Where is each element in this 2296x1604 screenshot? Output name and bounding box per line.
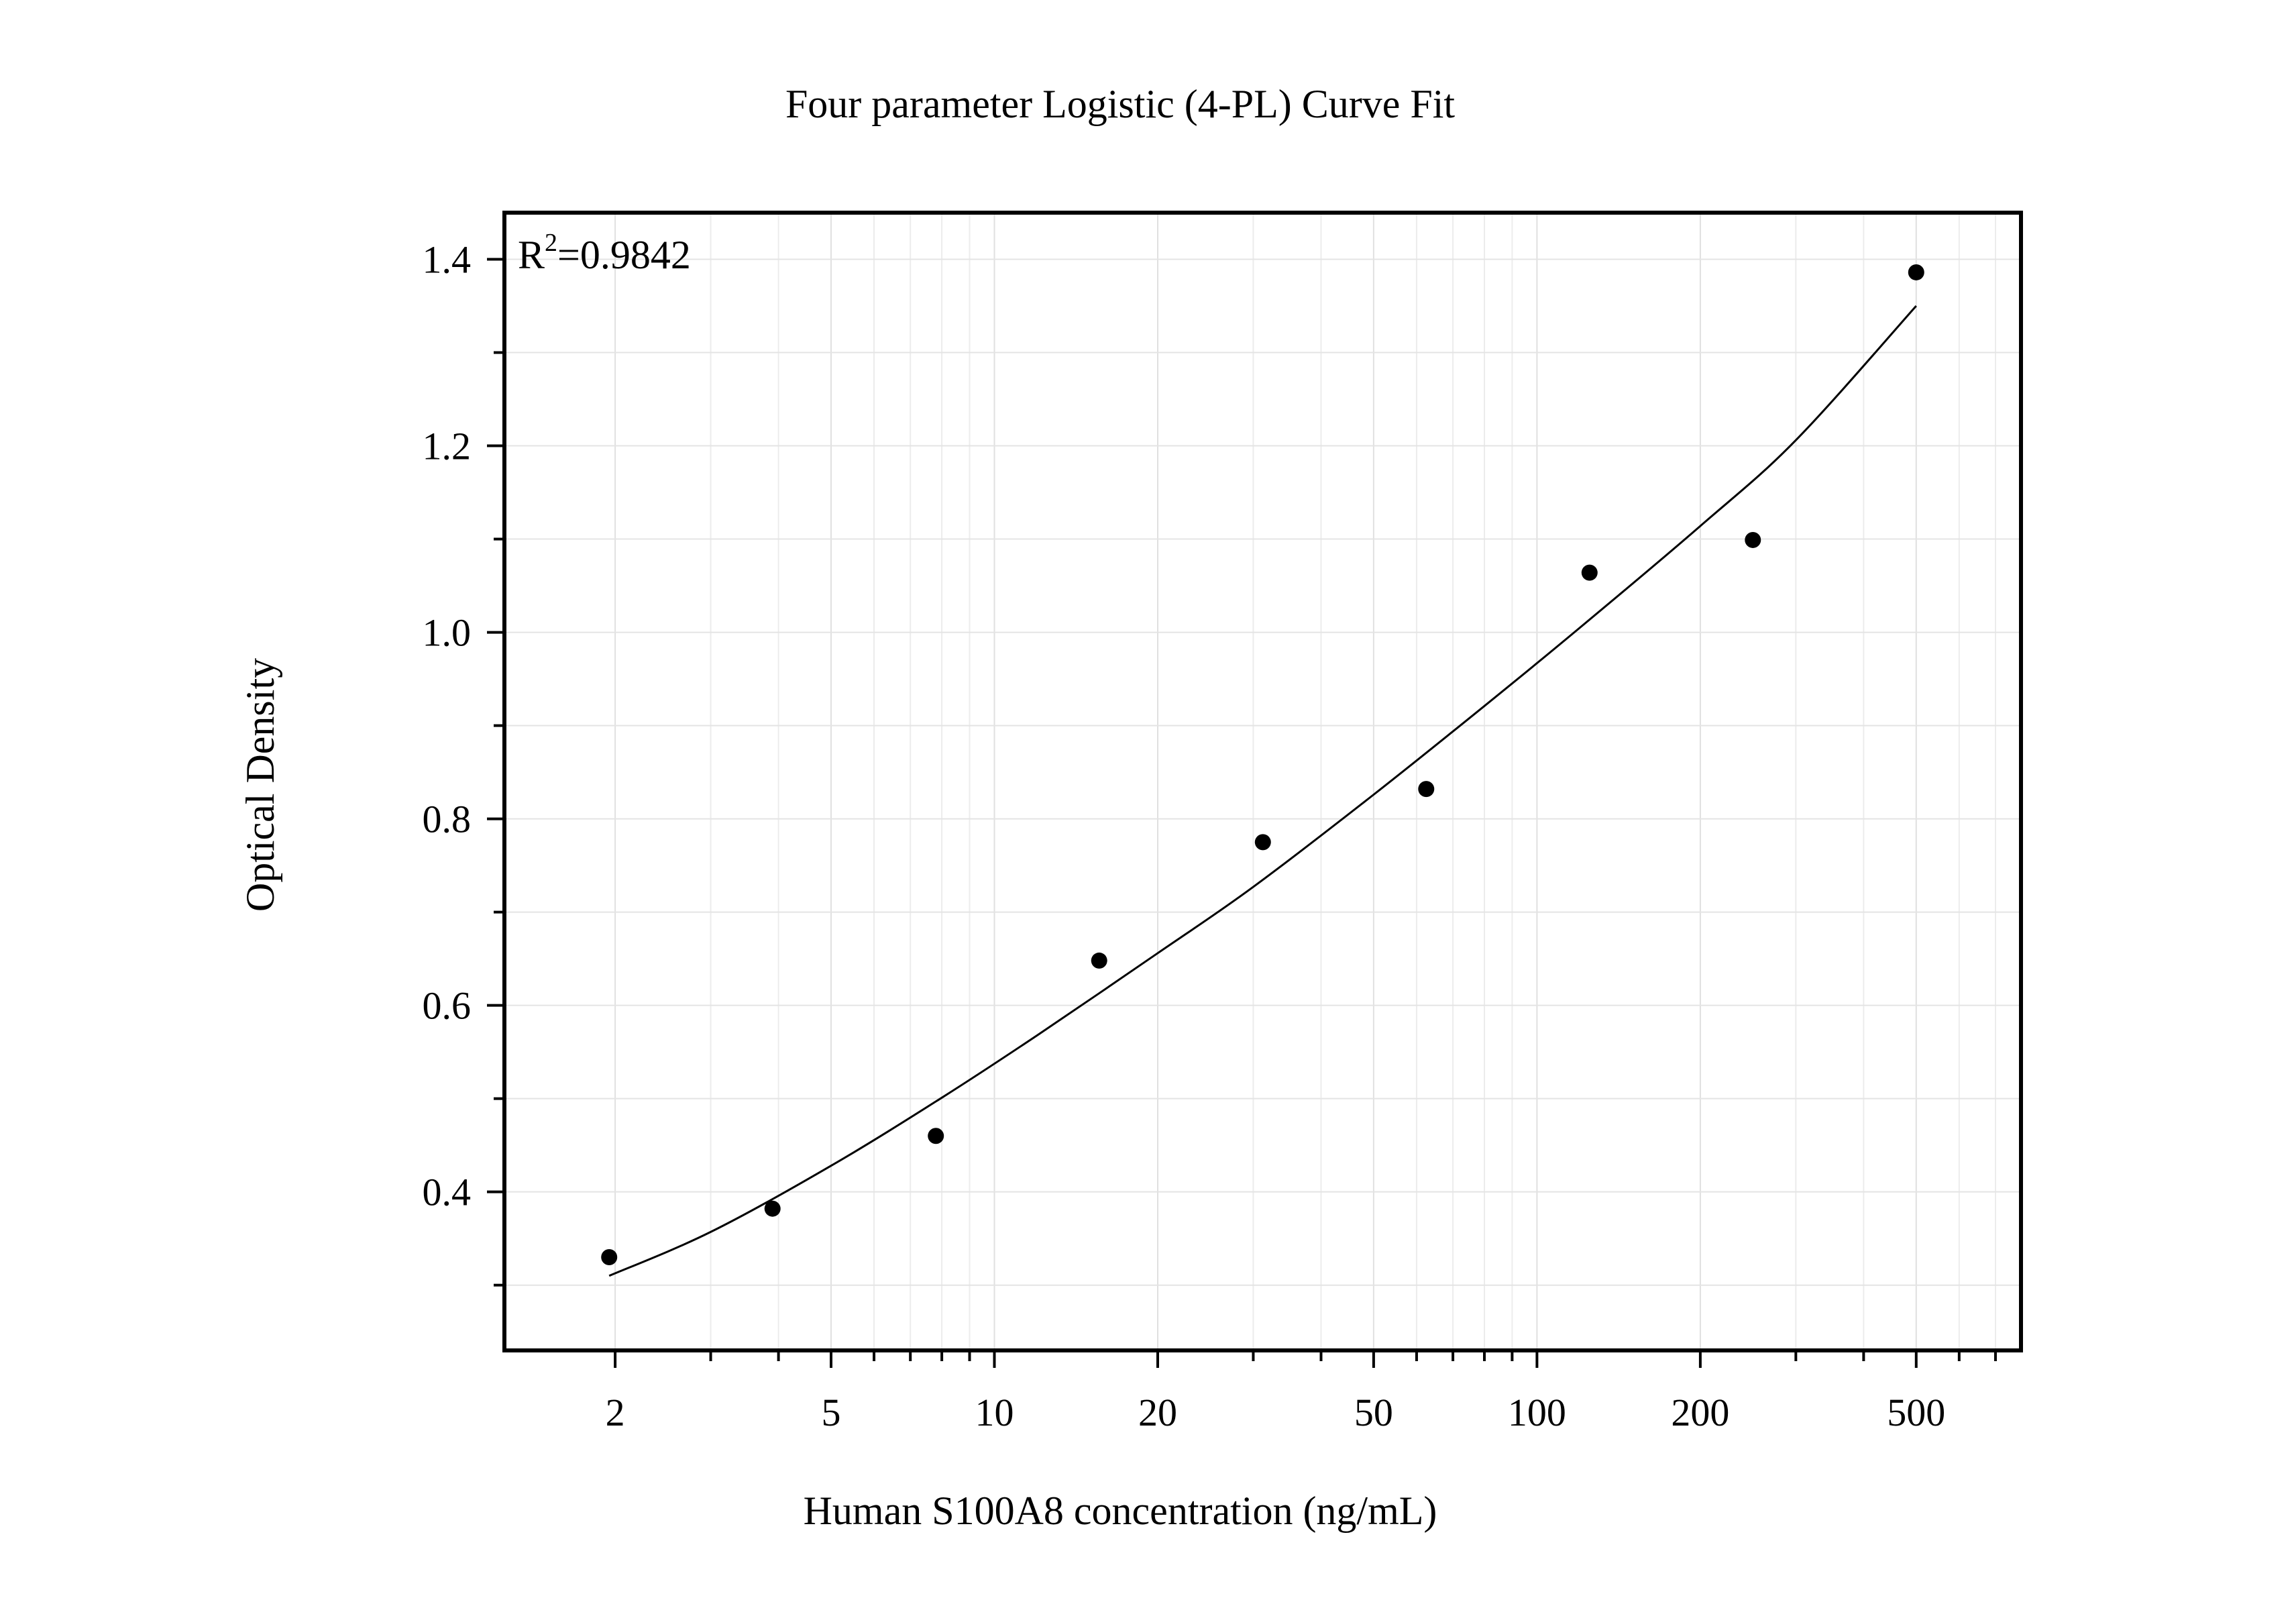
data-point xyxy=(1091,952,1107,969)
x-tick-labels: 2 5 10 20 50 100 200 500 xyxy=(606,1391,1946,1434)
axis-ticks xyxy=(487,258,1997,1368)
data-point xyxy=(1254,834,1271,851)
x-tick-label: 20 xyxy=(1138,1391,1177,1434)
x-axis-label: Human S100A8 concentration (ng/mL) xyxy=(804,1489,1437,1533)
chart-title: Four parameter Logistic (4-PL) Curve Fit xyxy=(785,82,1455,126)
data-point xyxy=(1418,781,1435,798)
y-tick-label: 0.4 xyxy=(423,1171,472,1214)
y-tick-label: 1.4 xyxy=(423,238,472,282)
r-squared-superscript: 2 xyxy=(545,229,557,257)
r-squared-base: R xyxy=(518,233,545,277)
r-squared-annotation: R2=0.9842 xyxy=(518,229,691,277)
x-tick-label: 100 xyxy=(1508,1391,1566,1434)
data-points-layer xyxy=(601,264,1924,1265)
r-squared-value: =0.9842 xyxy=(557,233,691,277)
data-point xyxy=(764,1200,781,1217)
y-tick-label: 0.8 xyxy=(423,798,472,841)
grid xyxy=(504,213,2021,1350)
fit-curve xyxy=(608,305,1917,1277)
fit-curve-layer xyxy=(608,305,1917,1277)
data-point xyxy=(601,1248,618,1265)
data-point xyxy=(1908,264,1924,280)
x-tick-label: 5 xyxy=(822,1391,841,1434)
y-tick-label: 1.0 xyxy=(423,611,472,655)
y-tick-label: 0.6 xyxy=(423,984,472,1028)
y-tick-label: 1.2 xyxy=(423,425,472,468)
x-tick-label: 50 xyxy=(1354,1391,1393,1434)
x-tick-label: 2 xyxy=(606,1391,625,1434)
x-tick-label: 500 xyxy=(1887,1391,1945,1434)
y-tick-labels: 0.4 0.6 0.8 1.0 1.2 1.4 xyxy=(423,238,472,1214)
data-point xyxy=(1745,531,1761,548)
x-tick-label: 10 xyxy=(975,1391,1014,1434)
y-axis-label: Optical Density xyxy=(238,658,282,912)
data-point xyxy=(928,1128,944,1144)
data-point xyxy=(1581,564,1598,581)
x-tick-label: 200 xyxy=(1671,1391,1729,1434)
plot-frame xyxy=(502,211,2023,1352)
